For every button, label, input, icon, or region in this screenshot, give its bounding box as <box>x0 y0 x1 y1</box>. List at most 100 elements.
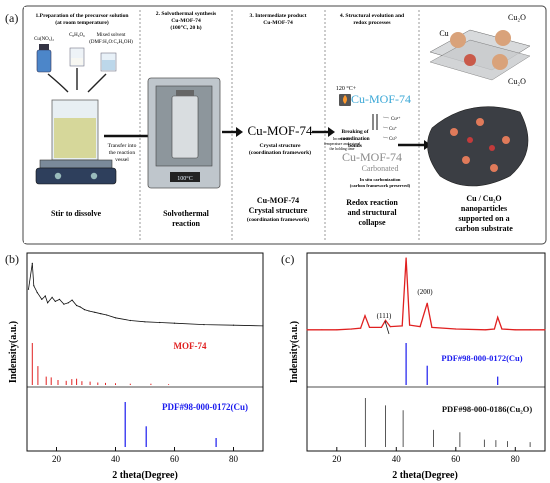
panel-b-pattern-point <box>114 317 117 319</box>
breaking-line3: bonds <box>348 143 362 149</box>
panel-b-pattern-point <box>58 298 61 300</box>
panel-b-legend-mof: MOF-74 <box>174 341 207 351</box>
insitu-line1: In situ carbonization <box>360 177 401 182</box>
panel-b-legend-pdf: PDF#98-000-0172(Cu) <box>162 402 248 412</box>
panel-c-pattern-point <box>360 327 362 329</box>
panel-b-pattern-point <box>76 304 78 307</box>
caption-result-line2: nanoparticles <box>461 204 507 213</box>
panel-b-pattern-point <box>54 300 56 302</box>
panel-c-pattern-point <box>389 326 391 328</box>
panel-c-legend-cu2o: PDF#98-000-0186(Cu₂O) <box>442 404 533 414</box>
panel-b-pattern-point <box>100 313 102 315</box>
caption-result-line4: carbon substrate <box>455 224 513 233</box>
ion-arrows <box>382 116 390 139</box>
reagent-solvent-line2: (DMF:H₂O:C₂H₅OH) <box>89 40 133 45</box>
caption-mof-line2: Crystal structure <box>249 206 308 215</box>
mof-big-label: Cu-MOF-74 <box>247 123 313 138</box>
panel-c-pattern-point <box>514 329 516 331</box>
panel-b-pattern-point <box>47 302 49 304</box>
step-3-line2: Cu-MOF-74 <box>263 20 293 26</box>
oven-display: 100°C <box>177 175 192 182</box>
breaking-line1: Breaking of <box>341 129 368 135</box>
panel-b-pattern-point <box>36 292 38 294</box>
panel-b-pattern-point <box>203 324 205 326</box>
caption-solvothermal-line1: Solvothermal <box>163 209 210 218</box>
panel-c-plot <box>306 257 546 447</box>
mof-gray-label: Cu-MOF-74 <box>342 150 402 164</box>
cu-cu2o-inset <box>426 10 542 90</box>
panel-c-tick-label: 20 <box>332 454 342 464</box>
panel-c-pattern-point <box>321 329 323 331</box>
carbonated-label: Carbonated <box>362 164 399 173</box>
panel-b-pattern-point <box>63 303 65 305</box>
panel-b-pattern-point <box>173 322 176 324</box>
panel-b-plot <box>27 262 264 447</box>
panel-c-pattern-line <box>307 257 545 331</box>
panel-c-axes <box>306 252 546 452</box>
arrow-synthesis-head <box>236 127 243 137</box>
panel-c-pattern-point <box>368 326 371 328</box>
panel-b-tick-label: 40 <box>111 454 121 464</box>
arrow-pour-1 <box>47 73 69 93</box>
panel-b-pattern-point <box>27 288 30 290</box>
inset-cu2o-top: Cu₂O <box>508 13 526 22</box>
panel-b-tick-label: 60 <box>170 454 180 464</box>
panel-b-axes <box>26 252 264 452</box>
panel-c-pattern-point <box>426 302 428 304</box>
panel-b-pattern-point <box>83 309 86 311</box>
panel-c-ylabel: Indensity(a.u.) <box>289 321 300 383</box>
panel-c-annotation-111: (111) <box>377 312 392 320</box>
transfer-line3: vessel <box>115 157 129 163</box>
panel-b-xlabel: 2 theta(Degree) <box>112 470 178 481</box>
panel-c-pattern-point <box>484 329 487 331</box>
panel-b-pattern-point <box>159 321 161 324</box>
panel-b: (b) Indensity(a.u.) 2 theta(Degree) 20 4… <box>5 252 264 481</box>
panel-c-pattern-point <box>501 328 503 330</box>
panel-c-pattern-point <box>405 257 407 259</box>
reagent-beaker-ligand <box>69 47 85 67</box>
panel-c-xlabel: 2 theta(Degree) <box>392 470 458 481</box>
panel-b-pattern-point <box>129 319 131 322</box>
ion-cu2plus: Cu²⁺ <box>391 116 401 122</box>
panel-a: (a) 1.Preparation of the precursor solut… <box>5 5 547 245</box>
panel-c-pattern-point <box>493 328 495 330</box>
panel-c-legend-cu: PDF#98-000-0172(Cu) <box>441 353 522 363</box>
step-1-title: 1.Preparation of the precursor solution <box>35 13 129 19</box>
panel-b-pattern-point <box>51 296 53 298</box>
panel-c-annotation-200: (200) <box>417 288 433 296</box>
increase-line2: temperature and extend <box>324 142 360 146</box>
inset-cu-label: Cu <box>439 29 448 38</box>
panel-b-pattern-point <box>71 299 73 301</box>
panel-c-annotation-111-arrow <box>384 320 390 335</box>
breaking-line2: coordination <box>340 136 369 142</box>
panel-b-ylabel: Indensity(a.u.) <box>8 321 19 383</box>
panel-c-pattern-point <box>306 329 308 331</box>
panel-b-tick-label: 80 <box>229 454 239 464</box>
magnetic-stirrer <box>35 99 117 185</box>
panel-c-tick-label: 60 <box>451 454 461 464</box>
panel-b-pattern-point <box>106 314 108 316</box>
panel-c: (c) Indensity(a.u.) 2 theta(Degree) 20 4… <box>281 252 546 481</box>
panel-b-xticks: 20 40 60 80 <box>52 447 239 464</box>
ion-cuplus: Cu⁺ <box>389 126 398 132</box>
panel-c-pattern-point <box>497 316 499 318</box>
panel-c-pattern-point <box>364 315 366 317</box>
panel-c-pattern-point <box>384 319 387 321</box>
caption-solvothermal-line2: reaction <box>172 219 200 228</box>
arrow-pour-3 <box>87 73 107 93</box>
panel-b-pattern-point <box>67 302 69 304</box>
caption-redox-line1: Redox reaction <box>346 198 398 207</box>
panel-b-pattern-point <box>79 306 81 308</box>
transfer-line1: Transfer into <box>108 142 137 149</box>
inset-cu2o-bottom: Cu₂O <box>508 77 526 86</box>
panel-c-xticks: 20 40 60 80 <box>332 447 520 464</box>
panel-b-pattern-line <box>28 263 264 327</box>
crystal-line2: (coordination framework) <box>249 149 311 156</box>
panel-c-tick-label: 80 <box>511 454 521 464</box>
panel-c-pattern-point <box>431 326 433 328</box>
panel-a-label: (a) <box>5 11 18 25</box>
panel-b-pattern-point <box>232 324 235 326</box>
panel-b-pattern-point <box>144 321 146 323</box>
